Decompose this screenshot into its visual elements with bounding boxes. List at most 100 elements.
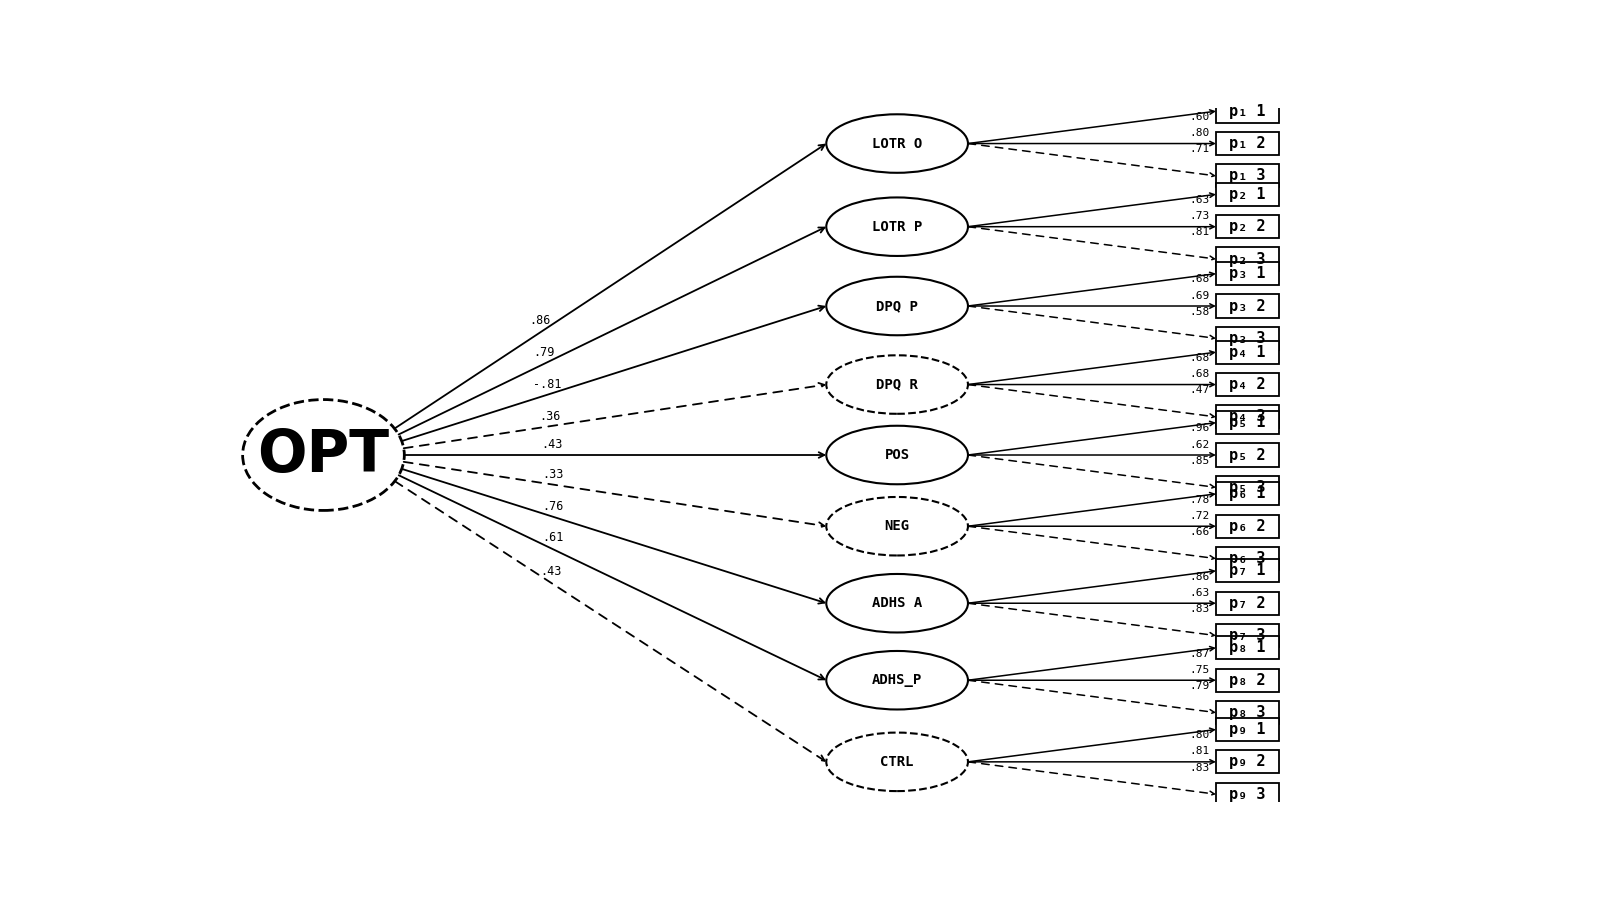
Text: .79: .79 xyxy=(533,346,554,359)
Text: -.81: -.81 xyxy=(533,378,562,391)
Text: .36: .36 xyxy=(540,410,560,423)
Text: p₇ 2: p₇ 2 xyxy=(1230,596,1266,611)
FancyBboxPatch shape xyxy=(1215,100,1279,123)
Text: .78: .78 xyxy=(1190,495,1210,505)
FancyBboxPatch shape xyxy=(1215,482,1279,505)
Text: .87: .87 xyxy=(1190,649,1210,659)
Ellipse shape xyxy=(826,574,969,633)
Text: .83: .83 xyxy=(1190,604,1210,614)
Text: .58: .58 xyxy=(1190,306,1210,317)
FancyBboxPatch shape xyxy=(1215,183,1279,206)
FancyBboxPatch shape xyxy=(1215,718,1279,741)
Text: p₂ 2: p₂ 2 xyxy=(1230,219,1266,234)
Text: .81: .81 xyxy=(1190,746,1210,757)
Text: .73: .73 xyxy=(1190,212,1210,222)
Ellipse shape xyxy=(826,197,969,256)
FancyBboxPatch shape xyxy=(1215,751,1279,773)
Text: p₄ 1: p₄ 1 xyxy=(1230,345,1266,359)
Text: p₁ 3: p₁ 3 xyxy=(1230,168,1266,184)
FancyBboxPatch shape xyxy=(1215,624,1279,647)
Text: p₇ 1: p₇ 1 xyxy=(1230,563,1266,578)
FancyBboxPatch shape xyxy=(1215,295,1279,317)
Text: .86: .86 xyxy=(530,314,551,327)
Text: p₄ 3: p₄ 3 xyxy=(1230,409,1266,424)
Text: .47: .47 xyxy=(1190,386,1210,396)
FancyBboxPatch shape xyxy=(1215,405,1279,429)
Text: .79: .79 xyxy=(1190,681,1210,691)
Text: .85: .85 xyxy=(1190,456,1210,466)
Text: LOTR P: LOTR P xyxy=(873,220,922,233)
Text: DPQ P: DPQ P xyxy=(876,299,917,313)
Text: .76: .76 xyxy=(543,500,564,513)
Text: .66: .66 xyxy=(1190,527,1210,537)
Text: CTRL: CTRL xyxy=(881,755,914,769)
Text: .62: .62 xyxy=(1190,440,1210,450)
Ellipse shape xyxy=(826,114,969,173)
Text: p₈ 2: p₈ 2 xyxy=(1230,673,1266,687)
Text: .63: .63 xyxy=(1190,587,1210,598)
Ellipse shape xyxy=(826,426,969,484)
Ellipse shape xyxy=(243,399,405,511)
Text: POS: POS xyxy=(885,448,909,462)
Text: .96: .96 xyxy=(1190,423,1210,433)
Text: p₃ 1: p₃ 1 xyxy=(1230,266,1266,281)
FancyBboxPatch shape xyxy=(1215,215,1279,238)
Text: p₂ 1: p₂ 1 xyxy=(1230,187,1266,202)
Text: p₉ 2: p₉ 2 xyxy=(1230,754,1266,769)
Text: .68: .68 xyxy=(1190,369,1210,379)
Text: OPT: OPT xyxy=(258,426,389,484)
Text: p₉ 1: p₉ 1 xyxy=(1230,722,1266,737)
FancyBboxPatch shape xyxy=(1215,560,1279,582)
Text: .75: .75 xyxy=(1190,665,1210,675)
Text: p₅ 1: p₅ 1 xyxy=(1230,415,1266,430)
Text: ADHS_P: ADHS_P xyxy=(873,673,922,687)
FancyBboxPatch shape xyxy=(1215,248,1279,270)
FancyBboxPatch shape xyxy=(1215,514,1279,538)
Text: DPQ R: DPQ R xyxy=(876,378,917,392)
Text: .43: .43 xyxy=(541,565,562,578)
Text: p₅ 3: p₅ 3 xyxy=(1230,480,1266,495)
FancyBboxPatch shape xyxy=(1215,783,1279,805)
Text: p₁ 1: p₁ 1 xyxy=(1230,104,1266,119)
FancyBboxPatch shape xyxy=(1215,341,1279,364)
Text: .61: .61 xyxy=(543,532,564,544)
Text: LOTR O: LOTR O xyxy=(873,137,922,150)
Text: .68: .68 xyxy=(1190,353,1210,363)
FancyBboxPatch shape xyxy=(1215,592,1279,614)
Text: .72: .72 xyxy=(1190,511,1210,521)
FancyBboxPatch shape xyxy=(1215,669,1279,692)
Text: p₄ 2: p₄ 2 xyxy=(1230,377,1266,392)
Text: .68: .68 xyxy=(1190,275,1210,285)
Text: p₈ 1: p₈ 1 xyxy=(1230,641,1266,655)
Text: p₆ 2: p₆ 2 xyxy=(1230,519,1266,533)
Text: p₃ 3: p₃ 3 xyxy=(1230,331,1266,346)
Text: p₃ 2: p₃ 2 xyxy=(1230,298,1266,314)
Text: p₅ 2: p₅ 2 xyxy=(1230,448,1266,462)
FancyBboxPatch shape xyxy=(1215,547,1279,570)
FancyBboxPatch shape xyxy=(1215,636,1279,660)
Ellipse shape xyxy=(826,651,969,709)
Ellipse shape xyxy=(826,355,969,414)
Ellipse shape xyxy=(826,733,969,791)
Text: .71: .71 xyxy=(1190,144,1210,154)
Text: p₁ 2: p₁ 2 xyxy=(1230,136,1266,151)
Text: .43: .43 xyxy=(541,439,562,451)
Text: p₈ 3: p₈ 3 xyxy=(1230,705,1266,720)
Ellipse shape xyxy=(826,497,969,556)
FancyBboxPatch shape xyxy=(1215,373,1279,396)
Text: p₆ 3: p₆ 3 xyxy=(1230,551,1266,566)
Text: .86: .86 xyxy=(1190,571,1210,582)
FancyBboxPatch shape xyxy=(1215,701,1279,724)
Text: p₆ 1: p₆ 1 xyxy=(1230,487,1266,501)
Text: NEG: NEG xyxy=(885,519,909,533)
Text: p₇ 3: p₇ 3 xyxy=(1230,628,1266,643)
Text: ADHS A: ADHS A xyxy=(873,596,922,610)
FancyBboxPatch shape xyxy=(1215,327,1279,350)
Text: .81: .81 xyxy=(1190,227,1210,238)
Text: .60: .60 xyxy=(1190,112,1210,122)
FancyBboxPatch shape xyxy=(1215,411,1279,434)
Ellipse shape xyxy=(826,277,969,335)
Text: .33: .33 xyxy=(543,468,564,481)
FancyBboxPatch shape xyxy=(1215,164,1279,187)
FancyBboxPatch shape xyxy=(1215,443,1279,467)
